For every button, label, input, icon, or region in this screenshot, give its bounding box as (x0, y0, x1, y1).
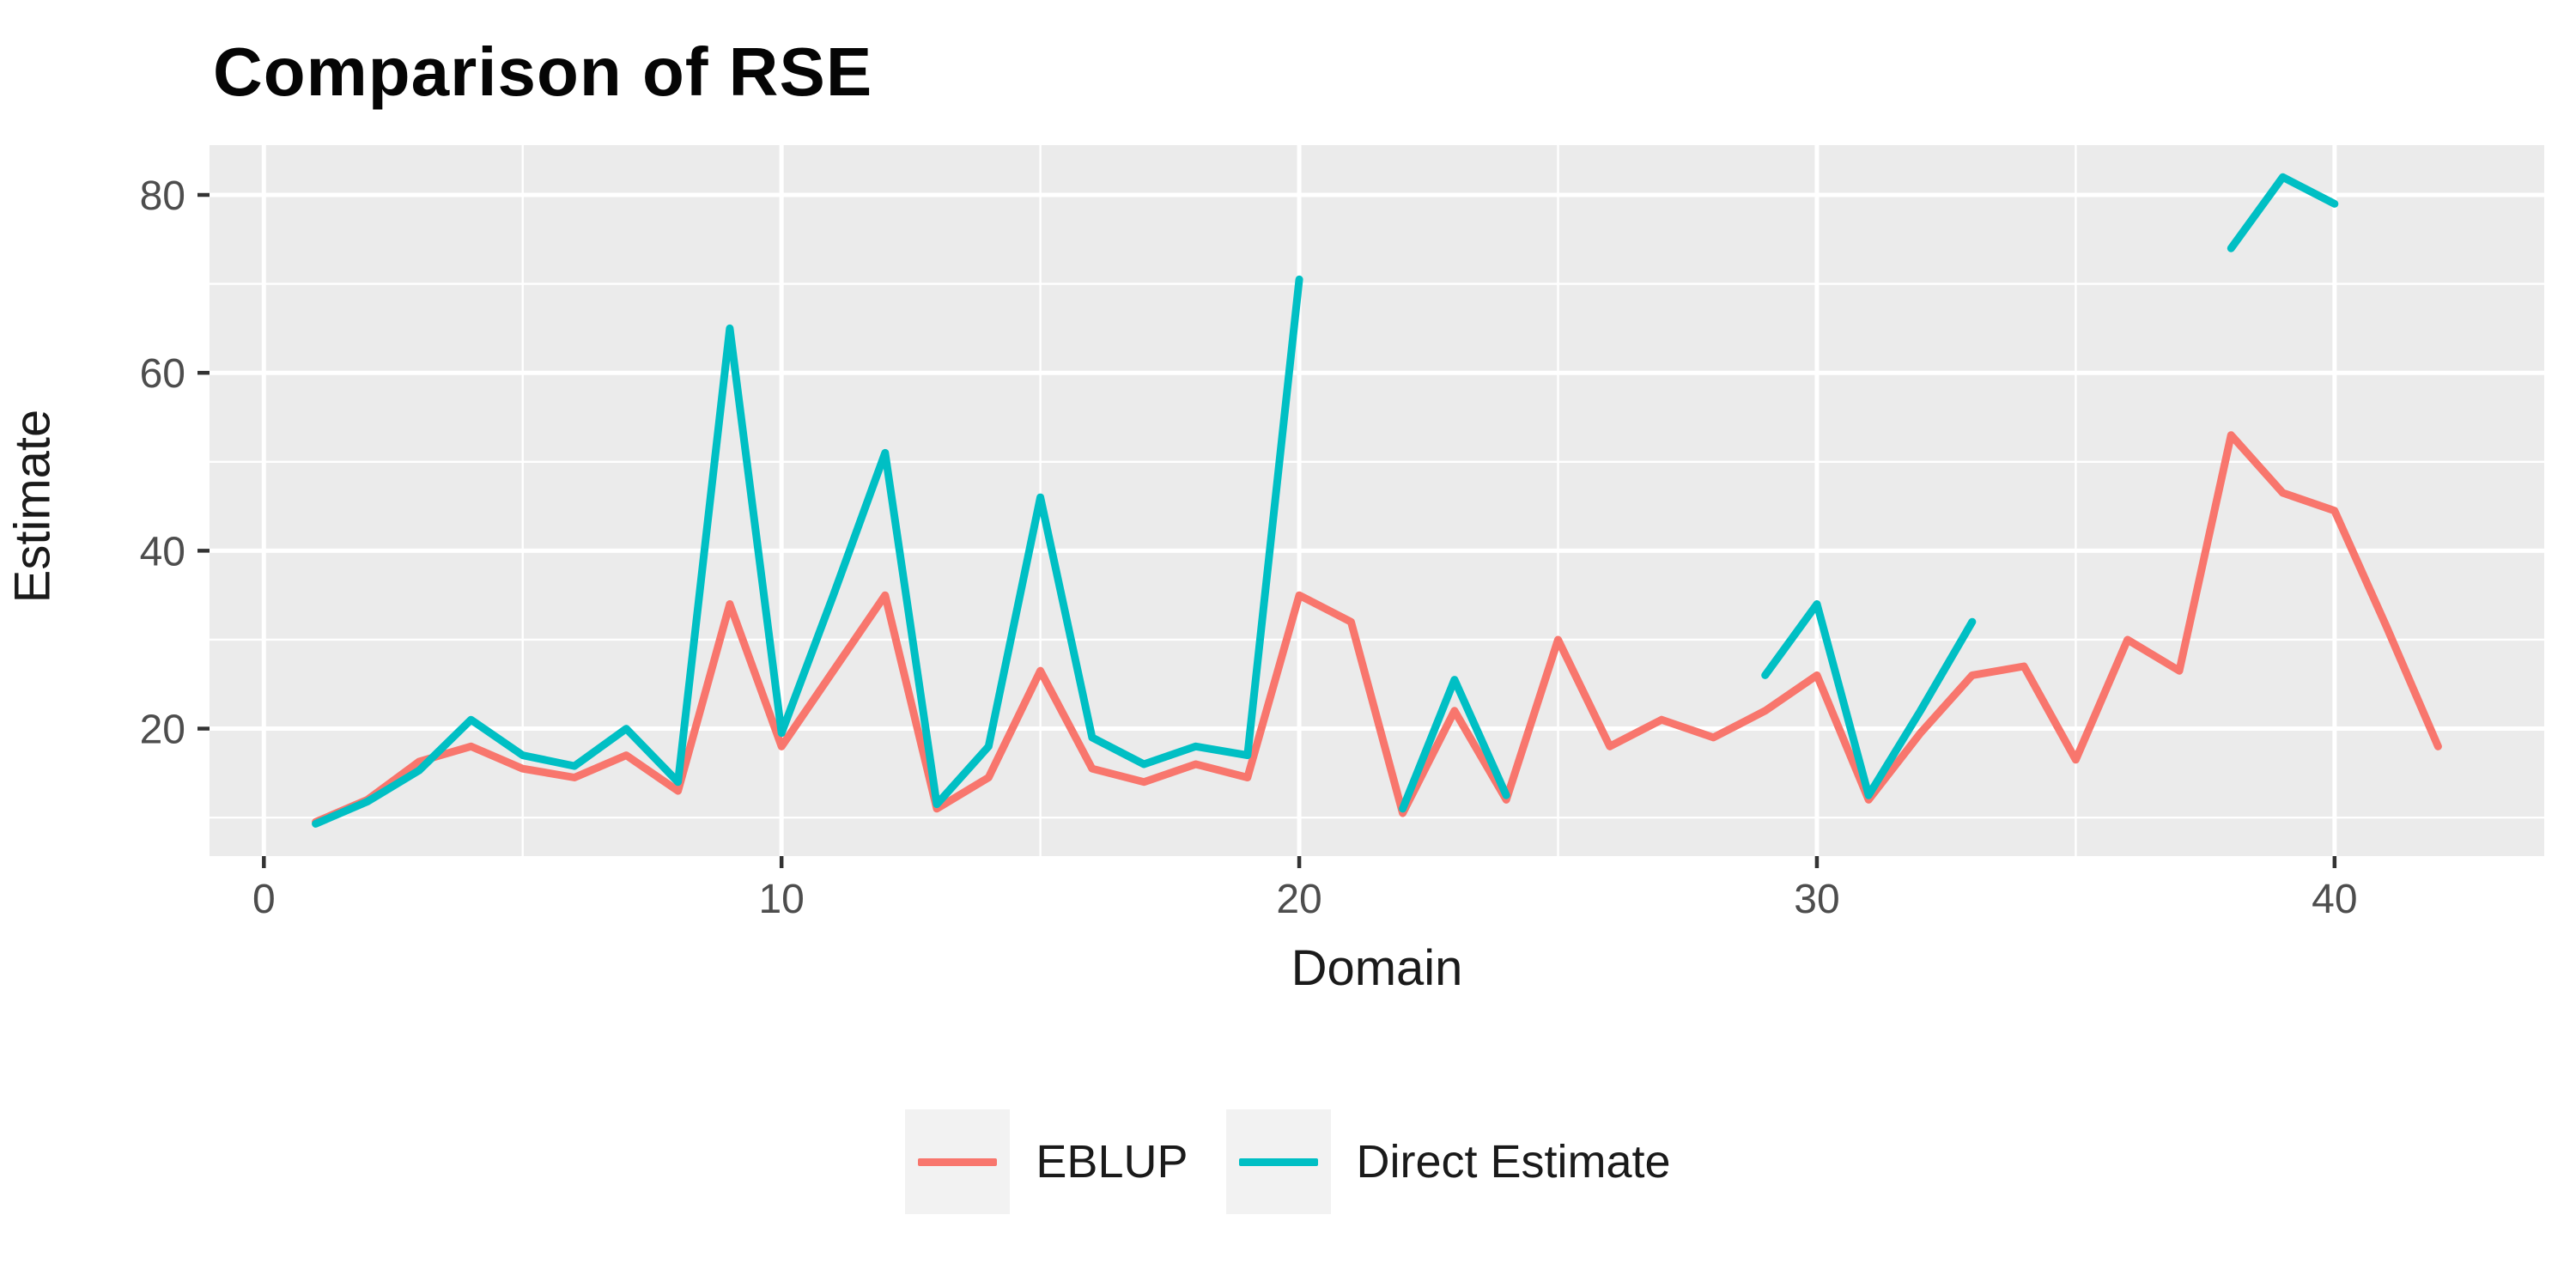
y-axis-title: Estimate (4, 409, 61, 604)
chart-title: Comparison of RSE (213, 33, 873, 110)
legend-key-box (905, 1109, 1011, 1214)
x-tick-label: 20 (1276, 877, 1321, 922)
legend-label-direct-estimate: Direct Estimate (1356, 1136, 1671, 1188)
plot-panel (210, 145, 2544, 856)
y-tick-label: 60 (140, 351, 185, 397)
x-tick-label: 0 (252, 877, 276, 922)
direct-estimate-line-swatch (1238, 1157, 1318, 1166)
eblup-line-swatch (918, 1157, 998, 1166)
x-axis-title: Domain (1291, 940, 1463, 996)
direct-estimate-line (312, 173, 2339, 828)
y-tick-label: 80 (140, 173, 185, 219)
x-tick-label: 30 (1794, 877, 1839, 922)
y-tick-label: 20 (140, 708, 185, 753)
legend-key-box (1225, 1109, 1331, 1214)
eblup-line (312, 431, 2442, 826)
x-tick-label: 10 (758, 877, 804, 922)
x-tick-label: 40 (2312, 877, 2357, 922)
legend-item-eblup: EBLUP (905, 1109, 1188, 1214)
y-tick-label: 40 (140, 529, 185, 574)
legend-label-eblup: EBLUP (1036, 1136, 1188, 1188)
legend: EBLUP Direct Estimate (0, 1109, 2576, 1214)
legend-item-direct-estimate: Direct Estimate (1225, 1109, 1671, 1214)
